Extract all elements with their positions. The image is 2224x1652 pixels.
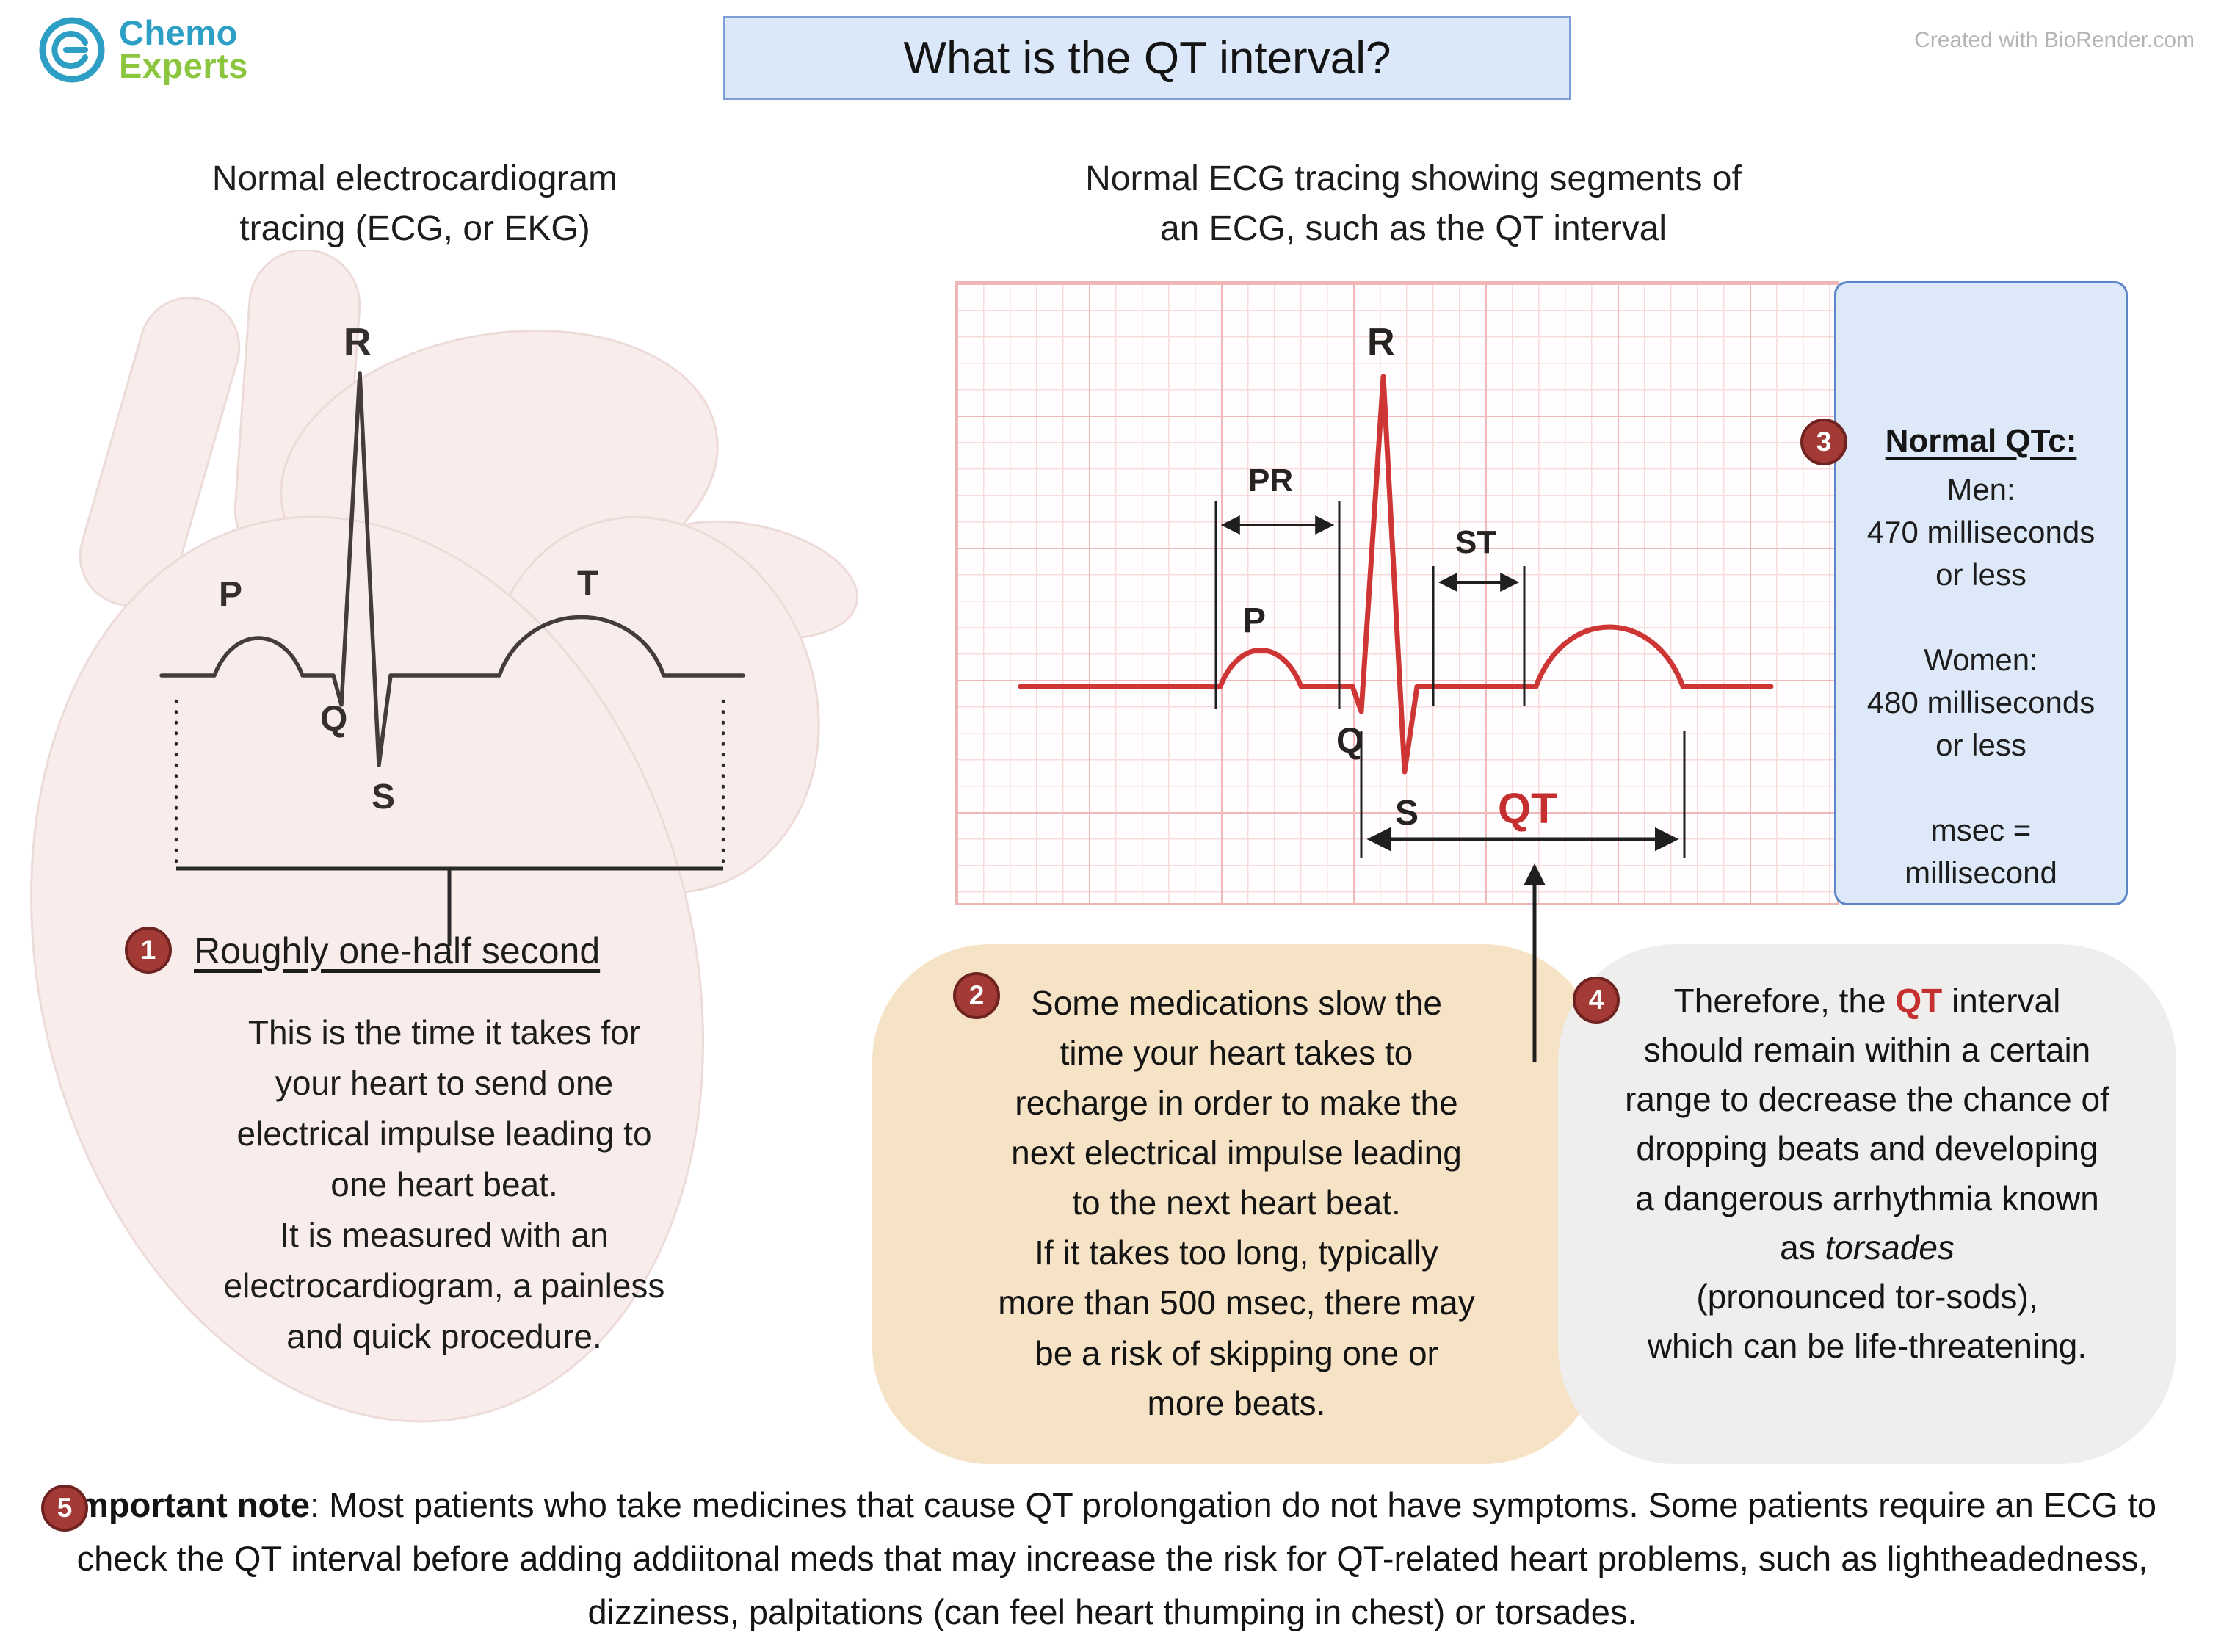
right-section-heading: Normal ECG tracing showing segments of a… (1085, 159, 1742, 249)
badge-5-number: 5 (57, 1493, 73, 1523)
note2-body: Some medications slow the time your hear… (998, 984, 1475, 1422)
right-wave-label-p: P (1242, 601, 1267, 640)
left-wave-label-p: P (219, 575, 243, 614)
left-wave-label-q: Q (320, 700, 348, 739)
st-segment-marks (1432, 566, 1526, 706)
important-note: Important note: Most patients who take m… (44, 1479, 2181, 1640)
left-section-heading: Normal electrocardiogram tracing (ECG, o… (211, 159, 618, 249)
left-ecg-trace (159, 371, 745, 946)
number-badge-5: 5 (41, 1485, 88, 1532)
right-wave-label-s: S (1395, 794, 1419, 833)
half-second-bracket (174, 699, 725, 946)
note4-body: Therefore, the QT interval should remain… (1593, 977, 2141, 1371)
qtc-body: Men: 470 milliseconds or less Women: 480… (1866, 472, 2096, 890)
number-badge-4: 4 (1573, 977, 1620, 1024)
badge-2-number: 2 (968, 980, 985, 1010)
brand-word-chemo: Chemo (119, 13, 238, 53)
left-wave-label-r: R (344, 321, 372, 363)
note4-torsades: torsades (1825, 1228, 1955, 1267)
note4-seg2: interval should remain within a certain … (1625, 982, 2109, 1267)
right-ecg-path (1018, 374, 1774, 775)
left-ecg-path (159, 371, 745, 767)
chemoexperts-logo-text: Chemo Experts (119, 13, 248, 85)
note4-seg3: (pronounced tor-sods), which can be life… (1647, 1277, 2087, 1366)
st-segment-label: ST (1455, 524, 1497, 560)
badge-3-number: 3 (1816, 427, 1832, 457)
biorender-credit: Created with BioRender.com (1914, 28, 2195, 52)
page-title: What is the QT interval? (903, 32, 1391, 84)
note2-box: Some medications slow the time your hear… (872, 944, 1601, 1464)
number-badge-1: 1 (125, 927, 172, 974)
right-ecg-trace (1018, 374, 1774, 858)
note4-box: Therefore, the QT interval should remain… (1558, 944, 2176, 1464)
heart-illustration (30, 250, 859, 1423)
title-box: What is the QT interval? (723, 16, 1571, 100)
step1-title: Roughly one-half second (194, 930, 601, 971)
badge-1-number: 1 (140, 935, 156, 965)
pr-interval-marks (1214, 501, 1341, 709)
brand-word-experts: Experts (119, 46, 248, 85)
qt-pointer-arrow (1524, 863, 1546, 1062)
note4-seg1: Therefore, the (1673, 982, 1896, 1020)
note4-qt-highlight: QT (1895, 982, 1943, 1020)
important-note-label: Important note (68, 1485, 310, 1524)
step1-body: This is the time it takes for your heart… (223, 1013, 665, 1355)
left-wave-label-s: S (372, 778, 396, 816)
right-wave-label-r: R (1367, 321, 1395, 363)
normal-qtc-box: Normal QTc: Men: 470 milliseconds or les… (1834, 281, 2128, 905)
badge-4-number: 4 (1588, 985, 1604, 1015)
right-wave-label-q: Q (1336, 722, 1364, 761)
left-wave-label-t: T (577, 565, 599, 604)
chemoexperts-logo: Chemo Experts (37, 15, 248, 85)
qt-interval-label: QT (1498, 785, 1557, 833)
important-note-body: : Most patients who take medicines that … (76, 1485, 2156, 1631)
chemoexperts-logo-icon (39, 17, 105, 83)
number-badge-3: 3 (1800, 419, 1847, 465)
number-badge-2: 2 (953, 972, 1000, 1019)
pr-interval-label: PR (1248, 463, 1294, 499)
qtc-heading: Normal QTc: (1885, 423, 2077, 459)
qt-interval-marks (1360, 731, 1686, 858)
